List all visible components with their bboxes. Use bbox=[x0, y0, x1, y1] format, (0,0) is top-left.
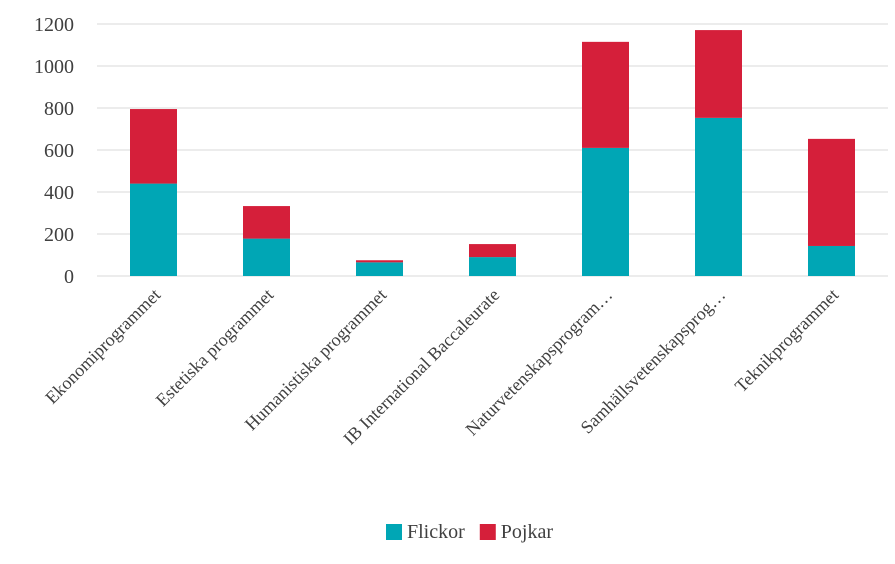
bar-flickor-6 bbox=[695, 117, 742, 277]
bar-flickor-1 bbox=[130, 183, 177, 276]
legend-label-pojkar: Pojkar bbox=[501, 521, 554, 543]
bar-flickor-5 bbox=[582, 147, 629, 276]
legend: Flickor Pojkar bbox=[386, 521, 553, 543]
legend-swatch-flickor bbox=[386, 524, 402, 540]
bar-pojkar-5 bbox=[582, 41, 629, 148]
bar-pojkar-6 bbox=[695, 30, 742, 118]
y-tick-label: 1000 bbox=[34, 56, 74, 78]
y-tick-label: 200 bbox=[44, 224, 74, 246]
x-category-label: Teknikprogrammet bbox=[731, 285, 843, 397]
bar-flickor-2 bbox=[243, 238, 290, 276]
y-tick-label: 0 bbox=[64, 266, 74, 288]
legend-label-flickor: Flickor bbox=[407, 521, 465, 543]
y-axis-tick-labels: 0 200 400 600 800 1000 1200 bbox=[34, 14, 74, 288]
x-category-label: Ekonomiprogrammet bbox=[41, 285, 164, 408]
bar-flickor-3 bbox=[356, 262, 403, 276]
bar-flickor-7 bbox=[808, 245, 855, 276]
bar-flickor-4 bbox=[469, 257, 516, 276]
bar-pojkar-3 bbox=[356, 260, 403, 263]
legend-swatch-pojkar bbox=[479, 524, 496, 540]
bar-pojkar-7 bbox=[808, 138, 855, 246]
bar-pojkar-1 bbox=[130, 109, 177, 184]
y-tick-label: 800 bbox=[44, 98, 74, 120]
y-tick-label: 400 bbox=[44, 182, 74, 204]
bar-pojkar-2 bbox=[243, 206, 290, 239]
x-category-label: Estetiska programmet bbox=[152, 285, 277, 410]
gridlines bbox=[97, 23, 888, 277]
bars bbox=[130, 30, 855, 277]
bar-pojkar-4 bbox=[469, 244, 516, 258]
y-tick-label: 1200 bbox=[34, 14, 74, 36]
y-tick-label: 600 bbox=[44, 140, 74, 162]
